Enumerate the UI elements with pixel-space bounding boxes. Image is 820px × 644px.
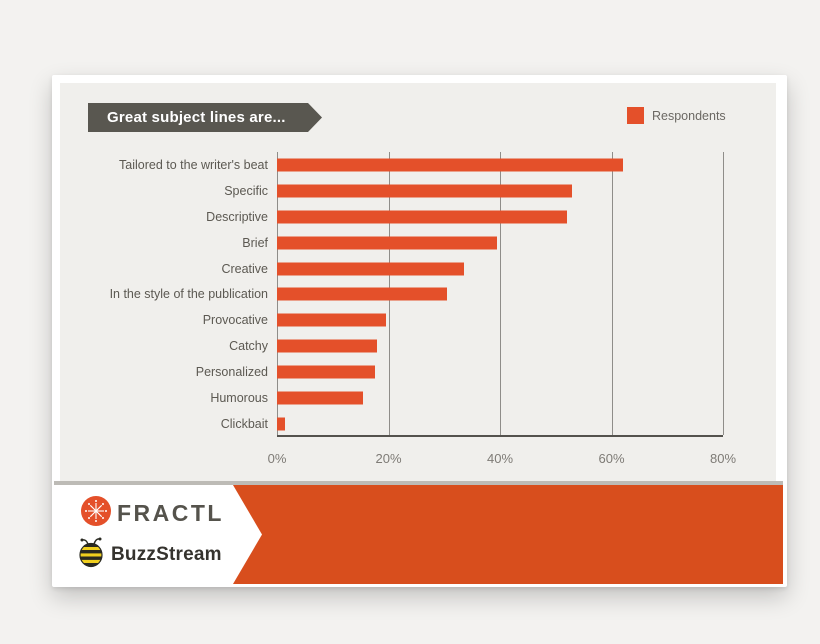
category-label: In the style of the publication (109, 287, 268, 302)
chart-row: Humorous (60, 385, 723, 411)
bar-area (277, 178, 723, 204)
chart-row: Creative (60, 256, 723, 282)
bar-area (277, 385, 723, 411)
category-label: Creative (221, 261, 268, 276)
category-label: Descriptive (206, 209, 268, 224)
chart-row: Catchy (60, 333, 723, 359)
bar-area (277, 411, 723, 437)
gridline (611, 152, 613, 435)
bar-area (277, 204, 723, 230)
bar (277, 184, 573, 198)
infographic-card: Great subject lines are... Respondents T… (52, 75, 787, 587)
category-label: Personalized (195, 365, 268, 380)
fractl-burst-icon (81, 496, 111, 531)
x-tick-label: 0% (267, 451, 287, 466)
gridline (500, 152, 501, 435)
category-label: Clickbait (220, 417, 268, 432)
chart-row: Specific (60, 178, 723, 204)
x-tick-label: 80% (709, 451, 737, 466)
legend-label: Respondents (652, 108, 726, 123)
chart-row: Brief (60, 230, 723, 256)
category-label: Humorous (210, 391, 268, 406)
bar-chart: Tailored to the writer's beat Specific Des… (60, 152, 736, 466)
bar-area (277, 152, 723, 178)
gridline (723, 152, 724, 435)
bar-area (277, 256, 723, 282)
bar (277, 262, 464, 276)
x-axis: 0% 20% 40% 60% 80% (268, 451, 736, 471)
footer-flag: FRACTL (54, 485, 262, 584)
legend-swatch (627, 107, 644, 124)
chart-row: Provocative (60, 307, 723, 333)
chart-row: In the style of the publication (60, 282, 723, 308)
bar-area (277, 230, 723, 256)
bar-area (277, 282, 723, 308)
footer-band: FRACTL (54, 485, 783, 584)
bar (277, 287, 448, 301)
category-label: Provocative (202, 313, 268, 328)
category-label: Catchy (229, 339, 268, 354)
chart-panel: Great subject lines are... Respondents T… (60, 83, 776, 481)
bar (277, 365, 375, 379)
bar-area (277, 333, 723, 359)
buzzstream-bee-icon (78, 536, 106, 573)
bar (277, 417, 286, 431)
fractl-logo: FRACTL (81, 496, 224, 531)
x-tick-label: 60% (598, 451, 625, 466)
panel-divider (54, 481, 783, 485)
chart-title-banner: Great subject lines are... (88, 103, 322, 132)
category-label: Specific (224, 183, 268, 198)
bar-area (277, 307, 723, 333)
fractl-wordmark: FRACTL (117, 500, 224, 526)
bar (277, 236, 498, 250)
x-tick-label: 40% (486, 451, 514, 466)
bar (277, 210, 567, 224)
bar-area (277, 359, 723, 385)
chart-row: Personalized (60, 359, 723, 385)
bar (277, 339, 378, 353)
category-label: Tailored to the writer's beat (119, 157, 268, 172)
legend: Respondents (627, 107, 726, 124)
buzzstream-logo: BuzzStream (78, 536, 222, 573)
x-tick-label: 20% (375, 451, 402, 466)
bar (277, 313, 386, 327)
chart-row: Tailored to the writer's beat (60, 152, 723, 178)
chart-rows: Tailored to the writer's beat Specific Des… (60, 152, 723, 437)
chart-row: Descriptive (60, 204, 723, 230)
category-label: Brief (242, 235, 268, 250)
bar (277, 158, 623, 172)
buzzstream-wordmark: BuzzStream (111, 543, 222, 565)
chart-title: Great subject lines are... (107, 109, 286, 126)
bar (277, 391, 364, 405)
chart-row: Clickbait (60, 411, 723, 437)
